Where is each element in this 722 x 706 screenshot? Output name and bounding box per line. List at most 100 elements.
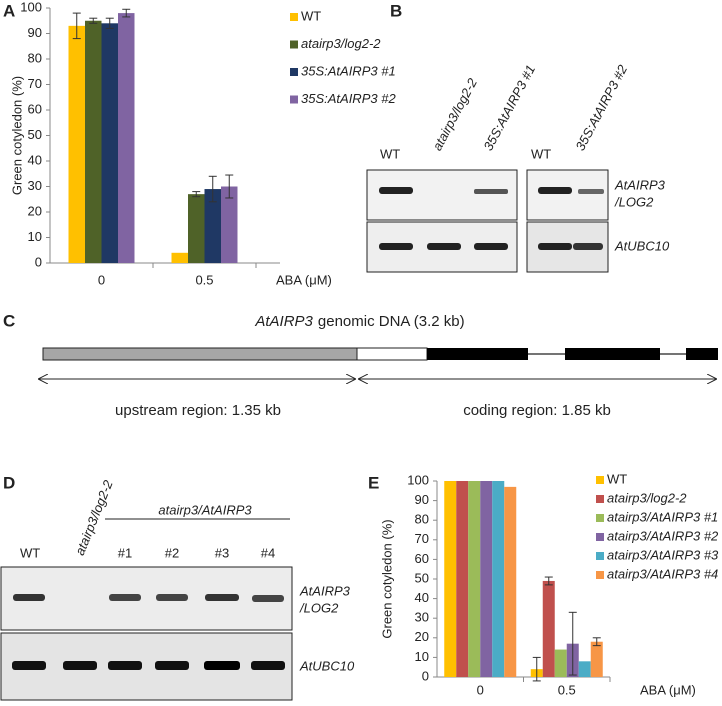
legend-swatch <box>596 571 604 579</box>
legend-label: atairp3/AtAIRP3 #2 <box>607 528 719 543</box>
lane-label: WT <box>531 146 551 161</box>
legend-label: WT <box>301 8 321 23</box>
gel-box <box>0 566 293 631</box>
legend-swatch <box>596 514 604 522</box>
legend-swatch <box>596 552 604 560</box>
y-tick-label: 70 <box>28 76 42 91</box>
band <box>427 243 461 250</box>
bar <box>204 189 221 263</box>
x-axis-label: ABA (μM) <box>640 682 696 697</box>
y-tick-label: 80 <box>415 512 429 527</box>
bar <box>101 23 118 263</box>
legend-label: atairp3/AtAIRP3 #4 <box>607 566 718 581</box>
gene-label: AtAIRP3 <box>614 177 666 192</box>
gel-d: WT atairp3/log2-2 atairp3/AtAIRP3 #1 #2 … <box>0 477 355 701</box>
legend-swatch <box>596 495 604 503</box>
legend-label: 35S:AtAIRP3 #2 <box>301 91 396 106</box>
band <box>379 187 413 194</box>
bar <box>468 481 481 677</box>
gene-label: /LOG2 <box>299 600 339 615</box>
panel-label: D <box>3 473 15 492</box>
lane-label: WT <box>20 545 40 560</box>
region-label: coding region: 1.85 kb <box>463 402 611 419</box>
band <box>474 189 508 194</box>
lane-label: #1 <box>118 545 132 560</box>
gene-label: AtUBC10 <box>299 658 355 673</box>
bar <box>118 13 135 263</box>
band <box>251 661 285 670</box>
x-tick-label: 0.5 <box>558 682 576 697</box>
band <box>205 594 239 601</box>
bar <box>504 486 517 677</box>
band <box>538 243 572 250</box>
title-text: genomic DNA (3.2 kb) <box>318 313 465 330</box>
band <box>108 661 142 670</box>
bar <box>68 25 85 263</box>
lane-label: atairp3/log2-2 <box>72 477 116 557</box>
bar <box>188 194 205 263</box>
lane-label: 35S:AtAIRP3 #2 <box>572 62 630 153</box>
y-tick-label: 100 <box>407 472 429 487</box>
y-tick-label: 40 <box>28 152 42 167</box>
legend-swatch <box>290 13 298 21</box>
panel-label: C <box>3 311 15 330</box>
band <box>578 189 604 194</box>
band <box>63 661 97 670</box>
bar <box>85 20 102 263</box>
y-tick-label: 90 <box>28 25 42 40</box>
y-tick-label: 30 <box>415 610 429 625</box>
y-tick-label: 30 <box>28 178 42 193</box>
bar <box>492 481 505 677</box>
legend-swatch <box>290 68 298 76</box>
bar <box>444 481 457 677</box>
bar <box>554 649 567 677</box>
gene-label: AtUBC10 <box>614 238 670 253</box>
gel-b: WT atairp3/log2-2 35S:AtAIRP3 #1 WT 35S:… <box>366 62 670 273</box>
bar <box>221 186 238 263</box>
band <box>155 661 189 670</box>
legend-swatch <box>290 40 298 49</box>
y-tick-label: 100 <box>20 0 42 14</box>
gene-label: AtAIRP3 <box>299 583 351 598</box>
legend-swatch <box>290 95 298 104</box>
band <box>538 187 572 194</box>
x-axis-label: ABA (μM) <box>276 272 332 287</box>
band <box>573 243 603 250</box>
exon <box>427 348 528 360</box>
band <box>204 661 240 670</box>
gel-box <box>526 169 609 221</box>
bar <box>480 481 493 677</box>
y-tick-label: 70 <box>415 531 429 546</box>
legend-label: atairp3/log2-2 <box>301 36 381 51</box>
y-tick-label: 60 <box>415 551 429 566</box>
band <box>474 243 508 250</box>
y-tick-label: 60 <box>28 101 42 116</box>
y-tick-label: 0 <box>35 254 42 269</box>
y-tick-label: 80 <box>28 50 42 65</box>
lane-label: #4 <box>261 545 275 560</box>
legend-label: atairp3/AtAIRP3 #1 <box>607 509 718 524</box>
legend-swatch <box>596 533 604 541</box>
band <box>12 661 46 670</box>
band <box>252 595 284 602</box>
y-tick-label: 10 <box>28 229 42 244</box>
bar <box>171 252 188 263</box>
legend-label: atairp3/log2-2 <box>607 490 687 505</box>
x-tick-label: 0.5 <box>195 272 213 287</box>
y-tick-label: 50 <box>415 570 429 585</box>
legend-label: atairp3/AtAIRP3 #3 <box>607 547 719 562</box>
utr-box <box>356 347 428 361</box>
band <box>379 243 413 250</box>
band <box>156 594 188 601</box>
x-tick-label: 0 <box>98 272 105 287</box>
legend-label: 35S:AtAIRP3 #1 <box>301 63 396 78</box>
y-tick-label: 0 <box>422 668 429 683</box>
bar <box>590 641 603 677</box>
diagram-title: AtAIRP3 genomic DNA (3.2 kb) <box>254 313 464 330</box>
bar <box>542 580 555 677</box>
lane-label: 35S:AtAIRP3 #1 <box>480 62 538 153</box>
lane-label: atairp3/log2-2 <box>429 75 480 153</box>
band <box>109 594 141 601</box>
gel-box <box>366 169 518 221</box>
